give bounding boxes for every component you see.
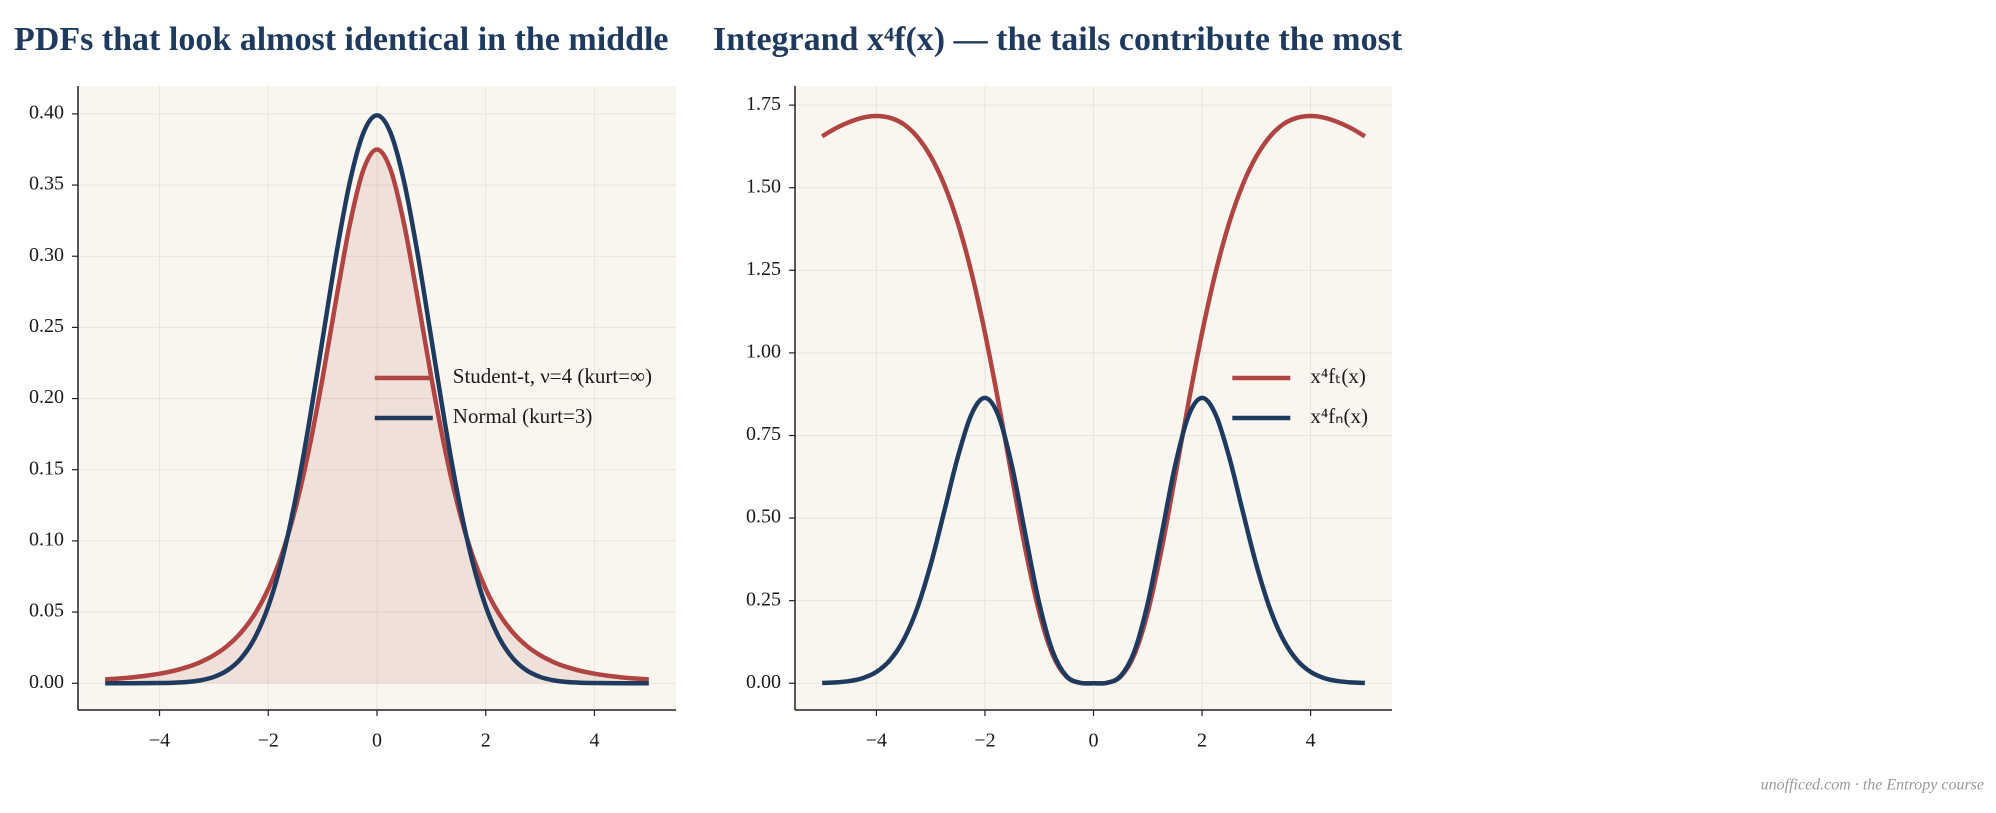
y-tick-label: 0.00 xyxy=(746,671,781,693)
legend-label: Normal (kurt=3) xyxy=(453,404,593,428)
y-tick-label: 0.75 xyxy=(746,423,781,445)
legend-label: Student-t, ν=4 (kurt=∞) xyxy=(453,364,652,388)
x-tick-label: −4 xyxy=(149,730,170,752)
y-tick-label: 0.30 xyxy=(29,244,64,266)
y-tick-label: 0.20 xyxy=(29,386,64,408)
legend-label: x⁴fₜ(x) xyxy=(1310,364,1366,388)
y-tick-label: 0.35 xyxy=(29,173,64,195)
chart-title: Integrand x⁴f(x) — the tails contribute … xyxy=(713,21,1403,58)
y-tick-label: 0.10 xyxy=(29,528,64,550)
y-tick-label: 0.00 xyxy=(29,671,64,693)
legend: Student-t, ν=4 (kurt=∞) Normal (kurt=3) xyxy=(374,364,652,428)
line xyxy=(105,113,649,686)
y-tick-label: 0.05 xyxy=(29,600,64,622)
footer: unofficed.com · the Entropy course xyxy=(1761,777,1984,794)
x-tick-label: −2 xyxy=(258,730,279,752)
legend: x⁴fₜ(x) x⁴fₙ(x) xyxy=(1232,364,1368,428)
x-tick-label: −2 xyxy=(974,730,995,752)
y-tick-label: 0.25 xyxy=(29,315,64,337)
y-tick-label: 0.40 xyxy=(29,101,64,123)
legend-label: x⁴fₙ(x) xyxy=(1310,404,1368,428)
y-tick-label: 1.75 xyxy=(746,93,781,115)
y-tick-label: 1.25 xyxy=(746,258,781,280)
x-tick-label: 4 xyxy=(1306,730,1316,752)
x-tick-label: 0 xyxy=(1089,730,1099,752)
y-tick-label: 0.15 xyxy=(29,457,64,479)
x-tick-label: 2 xyxy=(481,730,491,752)
x-tick-label: −4 xyxy=(866,730,887,752)
x-tick-label: 4 xyxy=(589,730,599,752)
line xyxy=(822,395,1365,686)
x-tick-label: 0 xyxy=(372,730,382,752)
y-tick-label: 1.00 xyxy=(746,341,781,363)
chart-title: PDFs that look almost identical in the m… xyxy=(14,21,669,58)
y-tick-label: 0.25 xyxy=(746,588,781,610)
y-tick-label: 0.50 xyxy=(746,506,781,528)
x-tick-label: 2 xyxy=(1197,730,1207,752)
line xyxy=(105,147,649,682)
y-tick-label: 1.50 xyxy=(746,175,781,197)
